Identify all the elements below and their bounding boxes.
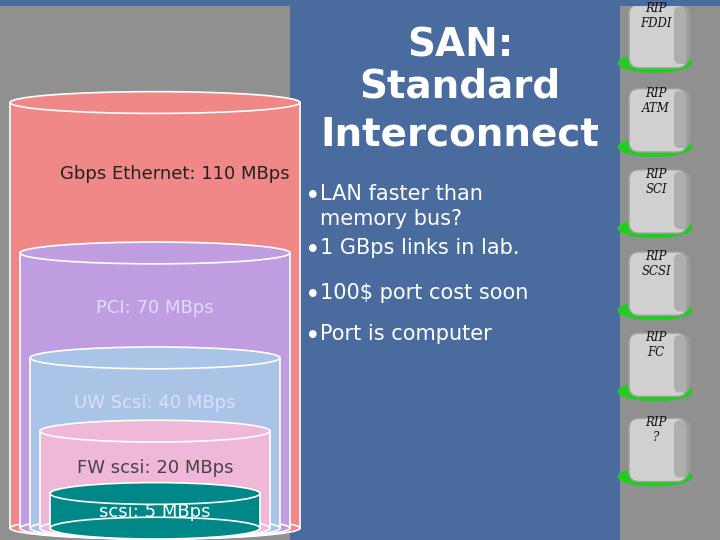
Ellipse shape [50,483,260,504]
Polygon shape [620,5,720,540]
Text: Gbps Ethernet: 110 MBps: Gbps Ethernet: 110 MBps [60,165,289,183]
Text: PCI: 70 MBps: PCI: 70 MBps [96,299,214,318]
FancyBboxPatch shape [629,418,687,482]
FancyBboxPatch shape [674,6,690,64]
FancyBboxPatch shape [674,254,690,312]
Ellipse shape [30,347,280,369]
FancyBboxPatch shape [629,170,687,233]
Polygon shape [10,103,300,528]
Text: RIP
ATM: RIP ATM [642,86,670,114]
Text: Port is computer: Port is computer [320,324,492,344]
Text: •: • [305,282,320,309]
Text: Standard: Standard [359,68,561,106]
Text: RIP
SCSI: RIP SCSI [642,250,671,278]
Text: •: • [305,324,320,350]
FancyBboxPatch shape [674,335,690,393]
Polygon shape [20,253,290,528]
Text: SAN:: SAN: [407,26,513,64]
Text: RIP
SCI: RIP SCI [645,168,667,195]
Text: RIP
?: RIP ? [645,416,667,444]
Text: LAN faster than
memory bus?: LAN faster than memory bus? [320,184,483,230]
Text: 1 GBps links in lab.: 1 GBps links in lab. [320,238,520,258]
Text: RIP
FDDI: RIP FDDI [640,2,672,30]
FancyBboxPatch shape [674,420,690,478]
Ellipse shape [618,53,693,73]
Ellipse shape [40,517,270,539]
Ellipse shape [10,92,300,113]
Ellipse shape [618,382,693,401]
Text: •: • [305,238,320,264]
FancyBboxPatch shape [629,252,687,315]
Ellipse shape [618,467,693,487]
Ellipse shape [10,517,300,539]
Text: FW scsi: 20 MBps: FW scsi: 20 MBps [77,459,233,477]
Text: scsi: 5 MBps: scsi: 5 MBps [99,503,211,521]
FancyBboxPatch shape [629,89,687,152]
FancyBboxPatch shape [674,172,690,229]
Ellipse shape [20,517,290,539]
Polygon shape [0,5,290,540]
Ellipse shape [30,517,280,539]
Polygon shape [290,5,620,540]
Text: RIP
FC: RIP FC [645,331,667,359]
Ellipse shape [20,242,290,264]
Text: 100$ port cost soon: 100$ port cost soon [320,282,528,302]
Text: UW Scsi: 40 MBps: UW Scsi: 40 MBps [74,394,235,413]
FancyBboxPatch shape [629,4,687,68]
Text: Interconnect: Interconnect [320,115,600,153]
Ellipse shape [618,137,693,157]
Polygon shape [40,431,270,528]
Ellipse shape [618,300,693,320]
Ellipse shape [618,218,693,238]
Ellipse shape [40,420,270,442]
Text: •: • [305,184,320,210]
Polygon shape [30,358,280,528]
Polygon shape [50,494,260,528]
FancyBboxPatch shape [629,333,687,396]
FancyBboxPatch shape [674,91,690,148]
Ellipse shape [50,517,260,539]
